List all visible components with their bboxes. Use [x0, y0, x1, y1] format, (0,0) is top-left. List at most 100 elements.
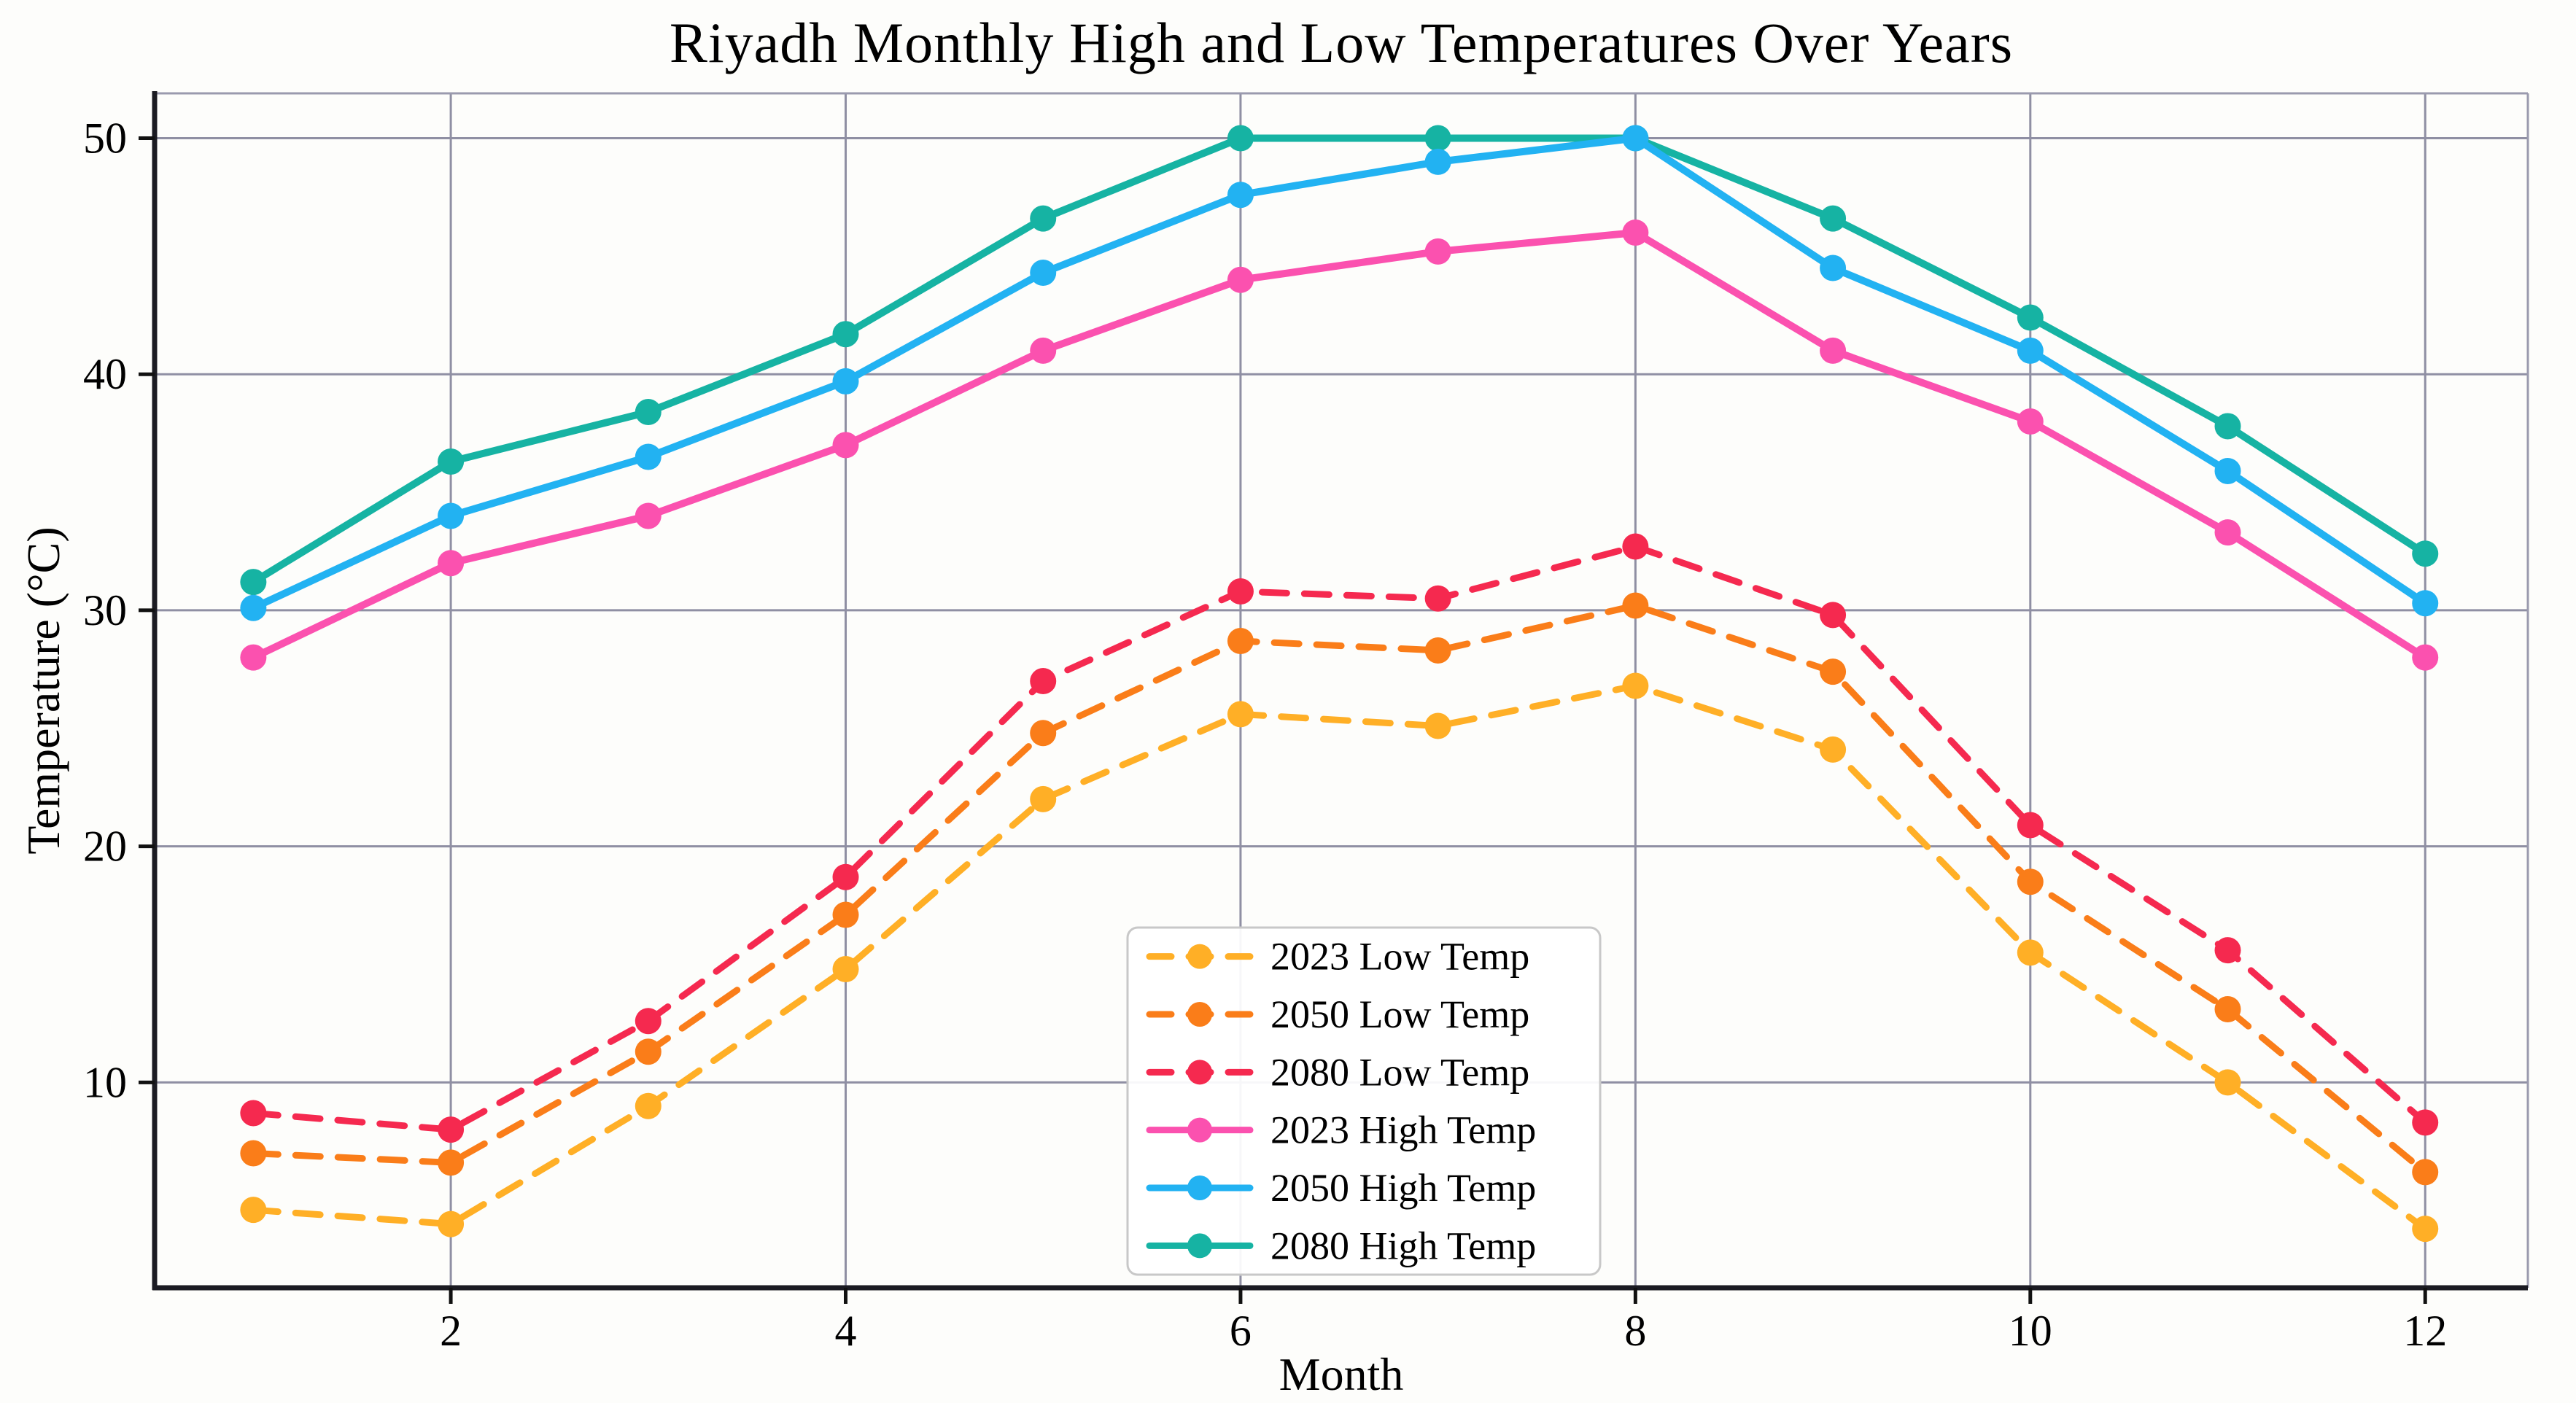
- data-point-2050-low-temp-month-8: [1622, 592, 1649, 619]
- data-point-2023-high-temp-month-4: [832, 432, 859, 459]
- data-point-2080-low-temp-month-1: [240, 1100, 267, 1127]
- data-point-2023-low-temp-month-3: [635, 1092, 662, 1119]
- data-point-2023-high-temp-month-7: [1424, 238, 1451, 265]
- data-point-2080-high-temp-month-4: [832, 321, 859, 348]
- legend-marker-dot-2023-high-temp: [1187, 1117, 1212, 1143]
- data-point-2023-high-temp-month-5: [1030, 337, 1057, 364]
- data-point-2050-low-temp-month-3: [635, 1038, 662, 1065]
- data-point-2023-low-temp-month-1: [240, 1197, 267, 1224]
- series-line-2023-high-temp: [249, 228, 2429, 661]
- data-point-2023-high-temp-month-2: [438, 550, 465, 577]
- data-point-2023-low-temp-month-12: [2412, 1216, 2439, 1243]
- data-point-2050-low-temp-month-5: [1030, 720, 1057, 747]
- data-point-2050-low-temp-month-6: [1227, 628, 1254, 655]
- data-point-2050-high-temp-month-9: [1820, 254, 1847, 281]
- data-point-2023-high-temp-month-8: [1622, 219, 1649, 246]
- data-point-2080-low-temp-month-12: [2412, 1109, 2439, 1136]
- data-point-2080-low-temp-month-10: [2017, 812, 2044, 839]
- data-point-2023-low-temp-month-8: [1622, 672, 1649, 699]
- data-point-2050-low-temp-month-2: [438, 1149, 465, 1176]
- legend-marker-dot-2050-low-temp: [1187, 1002, 1212, 1027]
- data-point-2080-low-temp-month-3: [635, 1008, 662, 1035]
- data-point-2023-low-temp-month-10: [2017, 939, 2044, 966]
- data-point-2080-high-temp-month-2: [438, 448, 465, 475]
- x-axis-label: Month: [1279, 1348, 1404, 1400]
- data-point-2080-low-temp-month-9: [1820, 602, 1847, 629]
- data-point-2023-high-temp-month-1: [240, 644, 267, 671]
- data-point-2023-low-temp-month-5: [1030, 785, 1057, 812]
- data-point-2023-low-temp-month-9: [1820, 736, 1847, 763]
- x-tick-label-12: 12: [2403, 1307, 2447, 1355]
- data-point-2050-high-temp-month-4: [832, 368, 859, 395]
- data-point-2050-high-temp-month-10: [2017, 337, 2044, 364]
- data-point-2023-low-temp-month-6: [1227, 701, 1254, 728]
- data-point-2023-low-temp-month-7: [1424, 712, 1451, 739]
- data-point-2050-high-temp-month-8: [1622, 125, 1649, 152]
- legend-marker-dot-2050-high-temp: [1187, 1175, 1212, 1200]
- data-point-2023-high-temp-month-3: [635, 502, 662, 529]
- x-tick-label-10: 10: [2009, 1307, 2052, 1355]
- data-point-2080-high-temp-month-10: [2017, 304, 2044, 331]
- data-point-2080-low-temp-month-8: [1622, 533, 1649, 560]
- data-point-2050-low-temp-month-9: [1820, 658, 1847, 685]
- data-point-2080-low-temp-month-11: [2214, 937, 2241, 964]
- x-tick-label-2: 2: [440, 1307, 462, 1355]
- data-point-2080-low-temp-month-5: [1030, 668, 1057, 695]
- series-line-2080-high-temp: [249, 134, 2429, 586]
- x-tick-label-4: 4: [835, 1307, 857, 1355]
- series-line-2023-low-temp: [249, 683, 2429, 1232]
- data-point-2050-high-temp-month-1: [240, 594, 267, 621]
- data-point-2050-high-temp-month-2: [438, 502, 465, 529]
- data-point-2080-high-temp-month-6: [1227, 125, 1254, 152]
- data-point-2050-low-temp-month-1: [240, 1140, 267, 1167]
- data-point-2080-high-temp-month-5: [1030, 205, 1057, 232]
- legend-marker-dot-2080-low-temp: [1187, 1060, 1212, 1085]
- x-tick-label-6: 6: [1230, 1307, 1252, 1355]
- data-point-2023-high-temp-month-9: [1820, 337, 1847, 364]
- series-line-2050-high-temp: [249, 134, 2429, 612]
- data-point-2050-low-temp-month-4: [832, 901, 859, 928]
- y-tick-label-50: 50: [83, 114, 127, 163]
- data-point-2050-high-temp-month-11: [2214, 457, 2241, 484]
- legend-box: [1126, 926, 1602, 1276]
- data-point-2023-high-temp-month-11: [2214, 519, 2241, 546]
- data-point-2050-low-temp-month-11: [2214, 996, 2241, 1023]
- data-point-2023-high-temp-month-10: [2017, 408, 2044, 435]
- data-point-2023-low-temp-month-4: [832, 955, 859, 982]
- data-point-2050-high-temp-month-6: [1227, 182, 1254, 209]
- legend-marker-dot-2023-low-temp: [1187, 944, 1212, 969]
- legend-label-2050-low-temp: 2050 Low Temp: [1270, 992, 1529, 1036]
- legend-marker-dot-2080-high-temp: [1187, 1233, 1212, 1259]
- data-point-2050-high-temp-month-12: [2412, 590, 2439, 617]
- data-point-2080-high-temp-month-1: [240, 569, 267, 596]
- x-tick-label-8: 8: [1624, 1307, 1646, 1355]
- data-point-2023-low-temp-month-11: [2214, 1069, 2241, 1096]
- data-point-2080-low-temp-month-4: [832, 863, 859, 890]
- legend-label-2080-low-temp: 2080 Low Temp: [1270, 1050, 1529, 1094]
- data-point-2080-high-temp-month-12: [2412, 540, 2439, 567]
- data-point-2080-high-temp-month-7: [1424, 125, 1451, 152]
- legend-label-2080-high-temp: 2080 High Temp: [1270, 1224, 1536, 1267]
- data-point-2080-high-temp-month-3: [635, 399, 662, 426]
- y-tick-label-30: 30: [83, 586, 127, 634]
- data-point-2080-high-temp-month-9: [1820, 205, 1847, 232]
- y-tick-label-10: 10: [83, 1058, 127, 1106]
- data-point-2080-high-temp-month-11: [2214, 413, 2241, 440]
- y-tick-label-20: 20: [83, 823, 127, 871]
- data-point-2080-low-temp-month-2: [438, 1116, 465, 1143]
- data-point-2080-low-temp-month-7: [1424, 585, 1451, 612]
- data-point-2050-low-temp-month-12: [2412, 1159, 2439, 1186]
- data-point-2023-high-temp-month-12: [2412, 644, 2439, 671]
- data-point-2023-high-temp-month-6: [1227, 266, 1254, 293]
- data-point-2050-high-temp-month-5: [1030, 260, 1057, 287]
- legend-label-2050-high-temp: 2050 High Temp: [1270, 1166, 1536, 1210]
- legend-label-2023-low-temp: 2023 Low Temp: [1270, 935, 1529, 979]
- chart-title: Riyadh Monthly High and Low Temperatures…: [669, 11, 2014, 74]
- data-point-2023-low-temp-month-2: [438, 1210, 465, 1237]
- data-point-2080-low-temp-month-6: [1227, 578, 1254, 605]
- legend-label-2023-high-temp: 2023 High Temp: [1270, 1108, 1536, 1152]
- data-point-2050-high-temp-month-3: [635, 443, 662, 470]
- data-point-2050-high-temp-month-7: [1424, 148, 1451, 175]
